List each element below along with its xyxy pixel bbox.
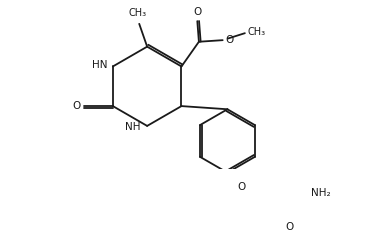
Text: NH₂: NH₂: [311, 188, 331, 198]
Text: O: O: [237, 182, 246, 192]
Text: O: O: [193, 7, 201, 17]
Text: O: O: [72, 101, 81, 111]
Text: HN: HN: [91, 60, 107, 70]
Text: CH₃: CH₃: [129, 8, 147, 19]
Text: O: O: [225, 35, 234, 45]
Text: NH: NH: [125, 122, 141, 132]
Text: CH₃: CH₃: [247, 27, 265, 37]
Text: O: O: [286, 223, 294, 233]
